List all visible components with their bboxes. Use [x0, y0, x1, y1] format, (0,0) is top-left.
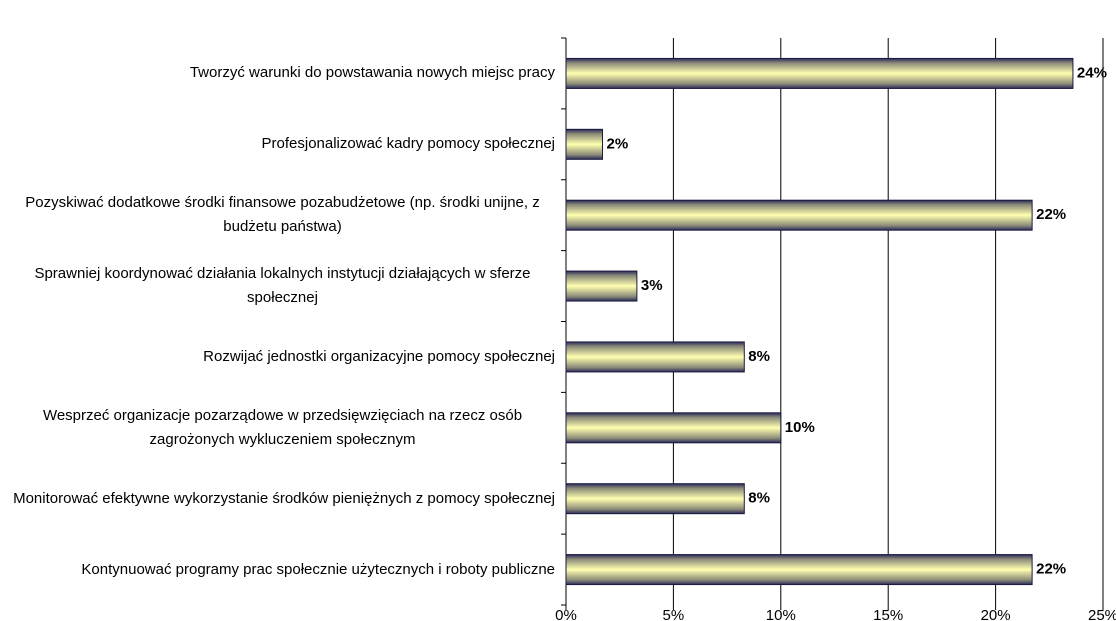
value-label: 10% [785, 419, 815, 436]
category-label-box: Wesprzeć organizacje pozarządowe w przed… [0, 404, 555, 452]
value-label: 22% [1036, 561, 1066, 578]
value-label: 8% [748, 490, 770, 507]
x-tick-label: 10% [766, 607, 796, 621]
bar [565, 554, 1033, 586]
x-tick-label: 15% [873, 607, 903, 621]
value-label: 3% [641, 277, 663, 294]
category-label-box: Monitorować efektywne wykorzystanie środ… [0, 487, 555, 511]
bar [565, 199, 1033, 231]
y-tick-label: Tworzyć warunki do powstawania nowych mi… [189, 64, 555, 82]
bar [565, 270, 638, 302]
x-tick-label: 20% [981, 607, 1011, 621]
y-tick-label: Wesprzeć organizacje pozarządowe w przed… [42, 406, 523, 448]
value-label: 8% [748, 348, 770, 365]
bar [565, 128, 604, 160]
category-label-box: Sprawniej koordynować działania lokalnyc… [0, 262, 555, 310]
y-tick-label: Monitorować efektywne wykorzystanie środ… [13, 489, 555, 507]
x-tick-label: 25% [1088, 607, 1116, 621]
bar [565, 412, 782, 444]
y-tick-label: Sprawniej koordynować działania lokalnyc… [34, 265, 531, 307]
y-tick-label: Profesjonalizować kadry pomocy społeczne… [261, 135, 555, 153]
x-tick-label: 0% [555, 607, 577, 621]
category-label-box: Profesjonalizować kadry pomocy społeczne… [0, 132, 555, 156]
bar [565, 57, 1074, 89]
category-label-box: Tworzyć warunki do powstawania nowych mi… [0, 61, 555, 85]
bar [565, 341, 745, 373]
value-label: 22% [1036, 206, 1066, 223]
category-label-box: Rozwijać jednostki organizacyjne pomocy … [0, 345, 555, 369]
bar [565, 483, 745, 515]
value-label: 2% [607, 135, 629, 152]
category-label-box: Kontynuować programy prac społecznie uży… [0, 558, 555, 582]
y-tick-label: Pozyskiwać dodatkowe środki finansowe po… [25, 194, 540, 236]
y-tick-label: Rozwijać jednostki organizacyjne pomocy … [203, 347, 555, 365]
x-tick-label: 5% [663, 607, 685, 621]
value-label: 24% [1077, 64, 1107, 81]
y-tick-label: Kontynuować programy prac społecznie uży… [81, 560, 555, 578]
category-label-box: Pozyskiwać dodatkowe środki finansowe po… [0, 191, 555, 239]
